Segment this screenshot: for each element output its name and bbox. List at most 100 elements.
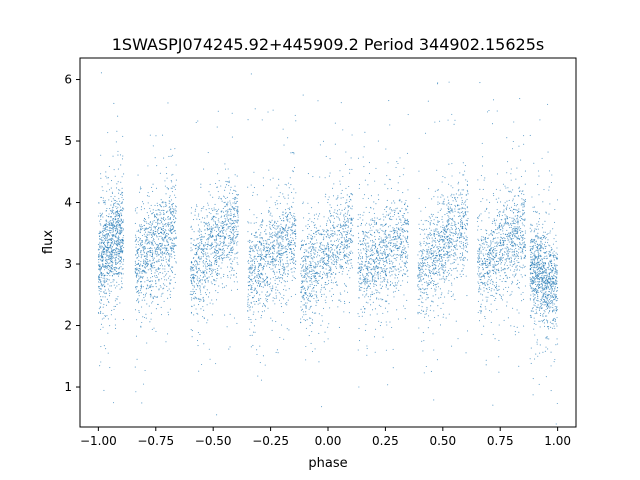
data-point — [169, 210, 171, 212]
data-point — [305, 277, 308, 279]
data-point — [136, 267, 138, 269]
data-point — [332, 195, 335, 197]
data-point — [207, 234, 209, 236]
data-point — [201, 236, 203, 238]
data-point — [112, 223, 114, 225]
data-point — [161, 293, 163, 295]
data-point — [166, 333, 169, 335]
data-point — [282, 264, 284, 266]
data-point — [335, 255, 337, 257]
data-point — [300, 318, 302, 320]
data-point — [156, 214, 158, 216]
data-point — [200, 221, 202, 223]
data-point — [206, 272, 208, 274]
data-point — [323, 260, 325, 262]
data-point — [114, 225, 116, 227]
data-point — [252, 250, 254, 252]
data-point — [289, 209, 291, 211]
data-point — [202, 249, 204, 251]
data-point — [170, 155, 172, 157]
data-point — [103, 345, 105, 347]
data-point — [312, 322, 314, 324]
data-point — [155, 250, 157, 253]
data-point — [196, 284, 198, 287]
data-point — [232, 213, 234, 215]
data-point — [216, 274, 218, 277]
data-point — [231, 241, 233, 243]
data-point — [210, 233, 212, 235]
data-point — [247, 221, 249, 223]
data-point — [275, 264, 277, 266]
data-point — [260, 252, 263, 254]
data-point — [202, 262, 204, 264]
data-point — [111, 255, 113, 258]
data-point — [144, 260, 146, 262]
data-point — [105, 348, 107, 350]
data-point — [211, 208, 213, 210]
data-point — [117, 275, 120, 277]
data-point — [151, 236, 153, 239]
data-point — [204, 270, 206, 272]
data-point — [119, 225, 122, 227]
data-point — [307, 287, 309, 289]
data-point — [190, 261, 192, 264]
data-point — [207, 152, 209, 154]
data-point — [113, 251, 115, 254]
data-point — [315, 281, 317, 283]
data-point — [115, 213, 117, 215]
data-point — [99, 216, 102, 218]
data-point — [154, 267, 156, 269]
data-point — [199, 236, 201, 238]
data-point — [328, 256, 330, 258]
data-point — [222, 229, 224, 232]
data-point — [215, 280, 217, 282]
data-point — [275, 292, 277, 294]
data-point — [110, 227, 112, 229]
data-point — [215, 237, 218, 239]
data-point — [112, 221, 115, 223]
data-point — [102, 312, 104, 314]
data-point — [316, 273, 318, 275]
data-point — [218, 244, 220, 247]
data-point — [399, 229, 401, 231]
data-point — [272, 263, 274, 265]
data-point — [115, 225, 117, 227]
data-point — [314, 218, 316, 220]
data-point — [271, 320, 273, 322]
data-point — [204, 217, 206, 219]
data-point — [226, 217, 228, 219]
data-point — [152, 298, 154, 300]
data-point — [110, 229, 112, 232]
data-point — [100, 291, 102, 293]
data-point — [237, 263, 239, 265]
data-point — [234, 227, 236, 229]
data-point — [224, 201, 226, 203]
data-point — [199, 218, 201, 221]
data-point — [144, 246, 146, 248]
data-point — [383, 261, 385, 263]
data-point — [117, 211, 119, 213]
data-point — [116, 267, 118, 269]
data-point — [146, 212, 148, 214]
data-point — [170, 248, 172, 250]
data-point — [308, 243, 310, 245]
data-point — [102, 258, 104, 260]
data-point — [99, 230, 101, 232]
data-point — [197, 246, 199, 249]
data-point — [314, 294, 316, 296]
data-point — [208, 208, 210, 210]
data-point — [286, 275, 288, 277]
data-point — [302, 260, 304, 262]
data-point — [102, 233, 104, 235]
data-point — [190, 279, 192, 281]
data-point — [270, 228, 272, 230]
data-point — [346, 266, 348, 269]
data-point — [111, 227, 113, 229]
data-point — [210, 219, 212, 221]
data-point — [293, 253, 295, 255]
data-point — [283, 229, 285, 231]
data-point — [236, 252, 238, 254]
data-point — [167, 251, 169, 253]
data-point — [269, 223, 271, 225]
data-point — [113, 204, 115, 206]
